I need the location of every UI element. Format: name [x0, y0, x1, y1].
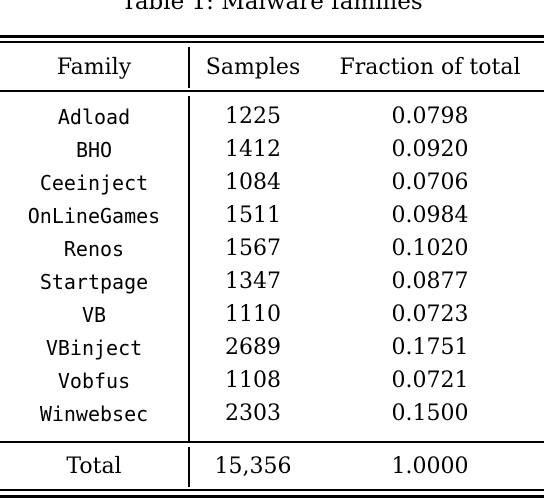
family-cell: VBinject	[45, 336, 143, 360]
bottom-rule	[0, 495, 544, 498]
table-row: VBinject 2689 0.1751	[0, 332, 544, 364]
bottom-rule-inner	[0, 489, 544, 491]
table-row: Adload 1225 0.0798	[0, 101, 544, 133]
top-rule	[0, 35, 544, 38]
fraction-cell: 0.0798	[391, 104, 469, 129]
fraction-cell: 0.1751	[391, 335, 469, 360]
top-rule-inner	[0, 41, 544, 43]
table-row: Startpage 1347 0.0877	[0, 266, 544, 298]
family-cell: OnLineGames	[27, 204, 161, 228]
samples-cell: 1225	[225, 104, 281, 129]
samples-cell: 1108	[225, 368, 281, 393]
total-row: Total 15,356 1.0000	[0, 451, 544, 483]
table-row: Vobfus 1108 0.0721	[0, 365, 544, 397]
table-row: Ceeinject 1084 0.0706	[0, 167, 544, 199]
column-divider-body	[188, 96, 190, 441]
header-rule	[0, 90, 544, 92]
table-row: OnLineGames 1511 0.0984	[0, 200, 544, 232]
family-cell: Ceeinject	[39, 171, 149, 195]
total-rule	[0, 441, 544, 443]
fraction-cell: 0.0920	[391, 137, 469, 162]
table-row: Renos 1567 0.1020	[0, 233, 544, 265]
family-cell: Startpage	[39, 270, 149, 294]
column-divider-header	[188, 47, 190, 88]
family-cell: Vobfus	[57, 369, 131, 393]
family-cell: Renos	[63, 237, 125, 261]
total-label: Total	[66, 454, 122, 479]
samples-cell: 2689	[225, 335, 281, 360]
samples-cell: 1084	[225, 170, 281, 195]
total-fraction: 1.0000	[391, 454, 469, 479]
family-cell: BHO	[75, 138, 113, 162]
header-fraction: Fraction of total	[339, 55, 521, 80]
family-cell: VB	[81, 303, 107, 327]
fraction-cell: 0.0706	[391, 170, 469, 195]
header-family: Family	[56, 55, 132, 80]
fraction-cell: 0.1500	[391, 401, 469, 426]
fraction-cell: 0.0877	[391, 269, 469, 294]
samples-cell: 1412	[225, 137, 281, 162]
total-samples: 15,356	[214, 454, 292, 479]
table-row: BHO 1412 0.0920	[0, 134, 544, 166]
fraction-cell: 0.1020	[391, 236, 469, 261]
samples-cell: 1511	[225, 203, 281, 228]
column-divider-total	[188, 447, 190, 487]
family-cell: Winwebsec	[39, 402, 149, 426]
table-row: Winwebsec 2303 0.1500	[0, 398, 544, 430]
table-row: VB 1110 0.0723	[0, 299, 544, 331]
samples-cell: 1347	[225, 269, 281, 294]
fraction-cell: 0.0723	[391, 302, 469, 327]
header-row: Family Samples Fraction of total	[0, 52, 544, 84]
samples-cell: 1567	[225, 236, 281, 261]
fraction-cell: 0.0984	[391, 203, 469, 228]
samples-cell: 2303	[225, 401, 281, 426]
samples-cell: 1110	[225, 302, 281, 327]
table-caption: Table 1: Malware families	[121, 0, 423, 15]
header-samples: Samples	[205, 55, 301, 80]
fraction-cell: 0.0721	[391, 368, 469, 393]
family-cell: Adload	[57, 105, 131, 129]
